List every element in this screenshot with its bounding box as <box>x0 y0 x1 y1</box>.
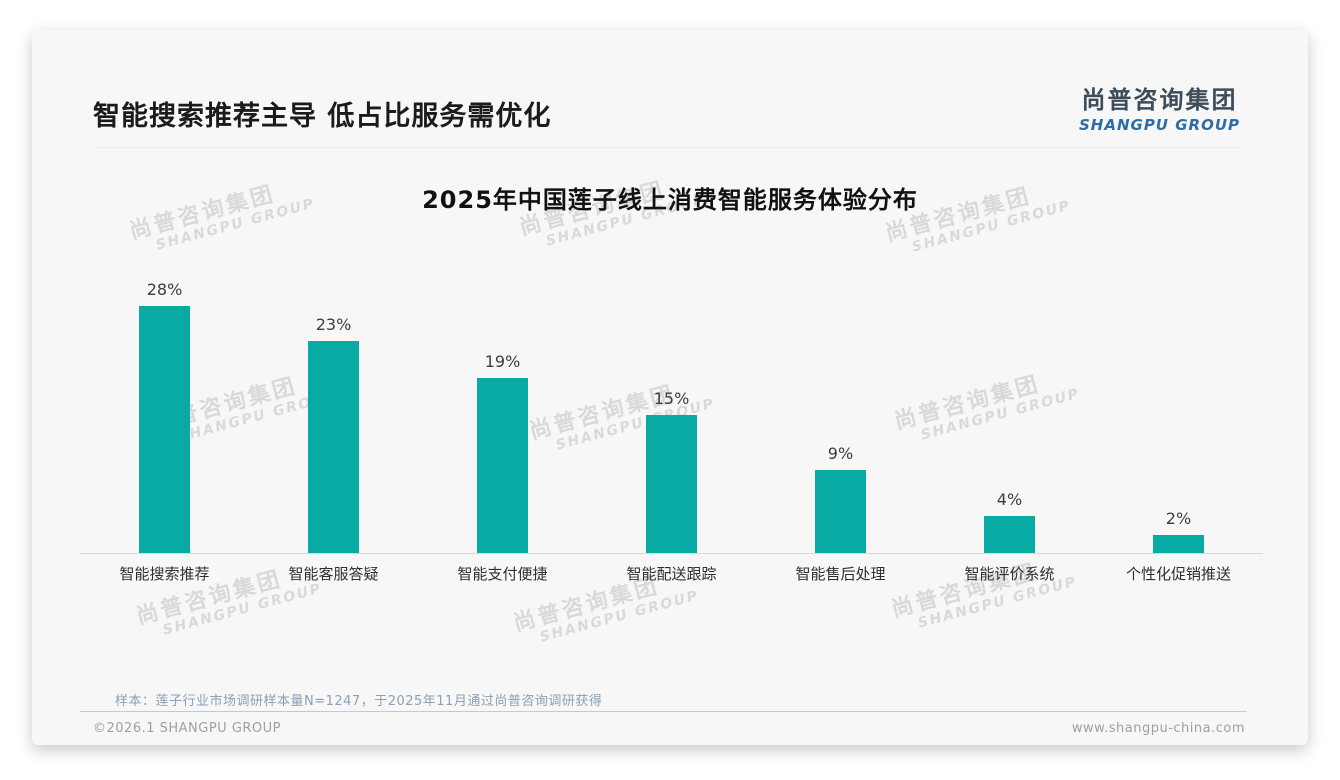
sample-note: 样本：莲子行业市场调研样本量N=1247，于2025年11月通过尚普咨询调研获得 <box>115 694 603 709</box>
bar <box>815 470 866 553</box>
logo-en-text: SHANGPU GROUP <box>1078 116 1240 134</box>
x-axis-line <box>80 553 1263 554</box>
bar <box>1153 534 1204 553</box>
bar-value-label: 2% <box>1165 508 1192 528</box>
bar <box>308 341 359 553</box>
website-text: www.shangpu-china.com <box>1071 721 1245 736</box>
bar-value-label: 15% <box>653 389 690 408</box>
bar <box>646 415 697 553</box>
report-card: 尚普咨询集团 SHANGPU GROUP 尚普咨询集团 SHANGPU GROUP 尚普… <box>32 30 1308 745</box>
bar-value-label: 9% <box>827 444 854 464</box>
watermark-en-text: SHANGPU GROUP <box>538 587 701 646</box>
bar-column: 9% <box>756 280 925 553</box>
category-label: 智能客服答疑 <box>288 565 379 583</box>
category-label: 智能配送跟踪 <box>626 565 717 583</box>
bar-value-label: 19% <box>484 352 521 372</box>
bar-chart-plot-area: 28% 23% 19% 15% 9% 4% 2% <box>80 280 1263 553</box>
footer-divider <box>80 711 1247 712</box>
footer: ©2026.1 SHANGPU GROUP www.shangpu-china.… <box>93 721 1245 736</box>
category-label: 智能售后处理 <box>795 565 886 583</box>
watermark-en-text: SHANGPU GROUP <box>161 580 324 639</box>
bar-value-label: 23% <box>315 315 352 335</box>
header: 智能搜索推荐主导 低占比服务需优化 尚普咨询集团 SHANGPU GROUP <box>93 72 1240 148</box>
bar-value-label: 28% <box>146 280 183 299</box>
category-label: 智能支付便捷 <box>457 565 548 583</box>
brand-watermark: 尚普咨询集团 SHANGPU GROUP <box>887 545 1079 638</box>
category-label: 智能评价系统 <box>964 565 1055 583</box>
x-axis-category-labels: 智能搜索推荐 智能客服答疑 智能支付便捷 智能配送跟踪 智能售后处理 智能评价系统 个性化促… <box>80 563 1263 584</box>
category-label: 智能搜索推荐 <box>119 565 210 583</box>
bar <box>984 516 1035 553</box>
chart-title: 2025年中国莲子线上消费智能服务体验分布 <box>422 186 918 214</box>
category-label: 个性化促销推送 <box>1125 565 1231 583</box>
bar-column: 4% <box>925 280 1094 553</box>
bar-column: 23% <box>249 280 418 553</box>
copyright-text: ©2026.1 SHANGPU GROUP <box>93 721 282 736</box>
bar-column: 19% <box>418 280 587 553</box>
logo-cn-text: 尚普咨询集团 <box>1081 86 1238 114</box>
bar <box>477 378 528 553</box>
page-title: 智能搜索推荐主导 低占比服务需优化 <box>93 101 552 132</box>
watermark-cn-text: 尚普咨询集团 <box>888 559 1041 623</box>
bar-column: 28% <box>80 280 249 553</box>
bar-column: 2% <box>1094 280 1263 553</box>
bar-value-label: 4% <box>996 490 1023 510</box>
bar <box>139 306 190 553</box>
bar-column: 15% <box>587 280 756 553</box>
company-logo: 尚普咨询集团 SHANGPU GROUP <box>1079 80 1240 134</box>
